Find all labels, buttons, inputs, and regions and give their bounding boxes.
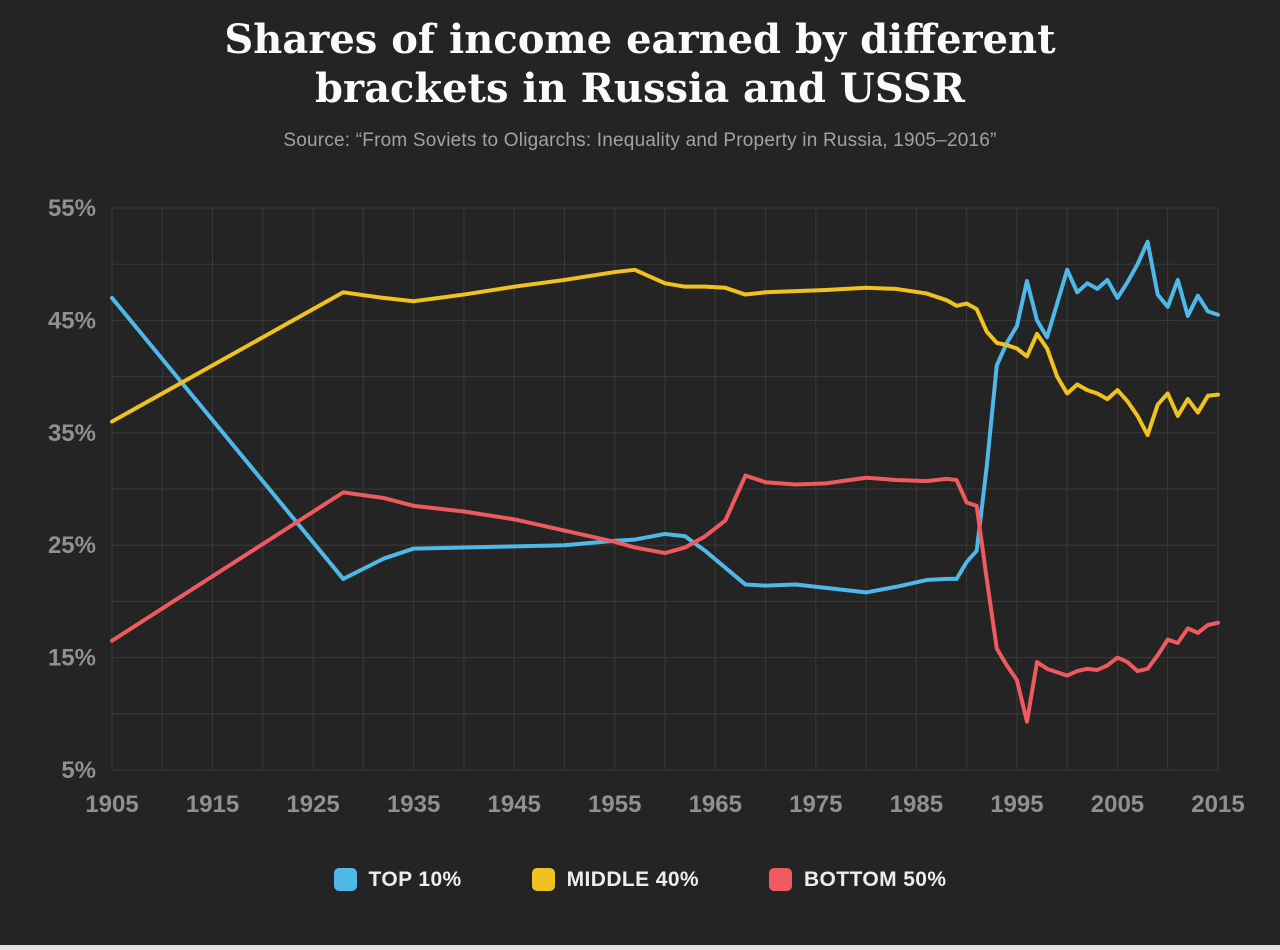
legend-swatch-icon <box>768 868 792 892</box>
x-tick-label: 1935 <box>387 791 440 818</box>
series-line-bottom50 <box>110 473 1220 724</box>
y-tick-label: 55% <box>48 195 96 222</box>
x-tick-label: 1925 <box>286 791 339 818</box>
y-tick-label: 35% <box>48 419 96 446</box>
grid-lines <box>111 207 1219 771</box>
y-tick-label: 45% <box>48 307 96 334</box>
y-tick-label: 25% <box>48 532 96 559</box>
source-caption: Source: “From Soviets to Oligarchs: Ineq… <box>283 129 997 151</box>
page-title: Shares of income earned by different brac… <box>0 16 1280 114</box>
y-tick-label: 5% <box>61 757 96 784</box>
title-line-2: brackets in Russia and USSR <box>315 64 965 112</box>
legend-label-middle40: MIDDLE 40% <box>566 867 699 891</box>
series-line-middle40 <box>110 267 1220 437</box>
title-line-1: Shares of income earned by different <box>224 16 1056 63</box>
legend-item-top10: TOP 10% <box>333 867 462 892</box>
x-tick-label: 1955 <box>588 791 641 818</box>
bottom-edge <box>0 945 1280 950</box>
x-tick-label: 2015 <box>1191 791 1244 818</box>
legend-swatch-icon <box>333 868 357 892</box>
x-tick-label: 2005 <box>1091 791 1144 818</box>
legend-label-bottom50: BOTTOM 50% <box>803 867 947 891</box>
series-line-top10 <box>110 239 1220 595</box>
chart-legend: TOP 10% MIDDLE 40% BOTTOM 50% <box>0 868 1280 892</box>
y-tick-label: 15% <box>48 644 96 671</box>
y-axis-labels: 5% 15% 25% 35% 45% 55% <box>48 195 96 784</box>
chart-area: 1905 1915 1925 1935 1945 1955 1965 1975 1985 1995… <box>0 162 1280 834</box>
x-tick-label: 1915 <box>186 791 239 818</box>
x-tick-label: 1905 <box>85 791 138 818</box>
x-tick-label: 1995 <box>990 791 1043 818</box>
x-tick-label: 1945 <box>487 791 540 818</box>
chart-header: Shares of income earned by different brac… <box>0 0 1280 152</box>
x-tick-label: 1965 <box>689 791 742 818</box>
legend-swatch-icon <box>531 868 555 892</box>
x-tick-label: 1985 <box>890 791 943 818</box>
line-chart: 1905 1915 1925 1935 1945 1955 1965 1975 1985 1995… <box>48 195 1245 818</box>
legend-label-top10: TOP 10% <box>368 867 462 891</box>
x-axis-labels: 1905 1915 1925 1935 1945 1955 1965 1975 1985 1995… <box>85 791 1244 818</box>
legend-item-middle40: MIDDLE 40% <box>531 867 699 892</box>
legend-item-bottom50: BOTTOM 50% <box>768 867 947 892</box>
x-tick-label: 1975 <box>789 791 842 818</box>
